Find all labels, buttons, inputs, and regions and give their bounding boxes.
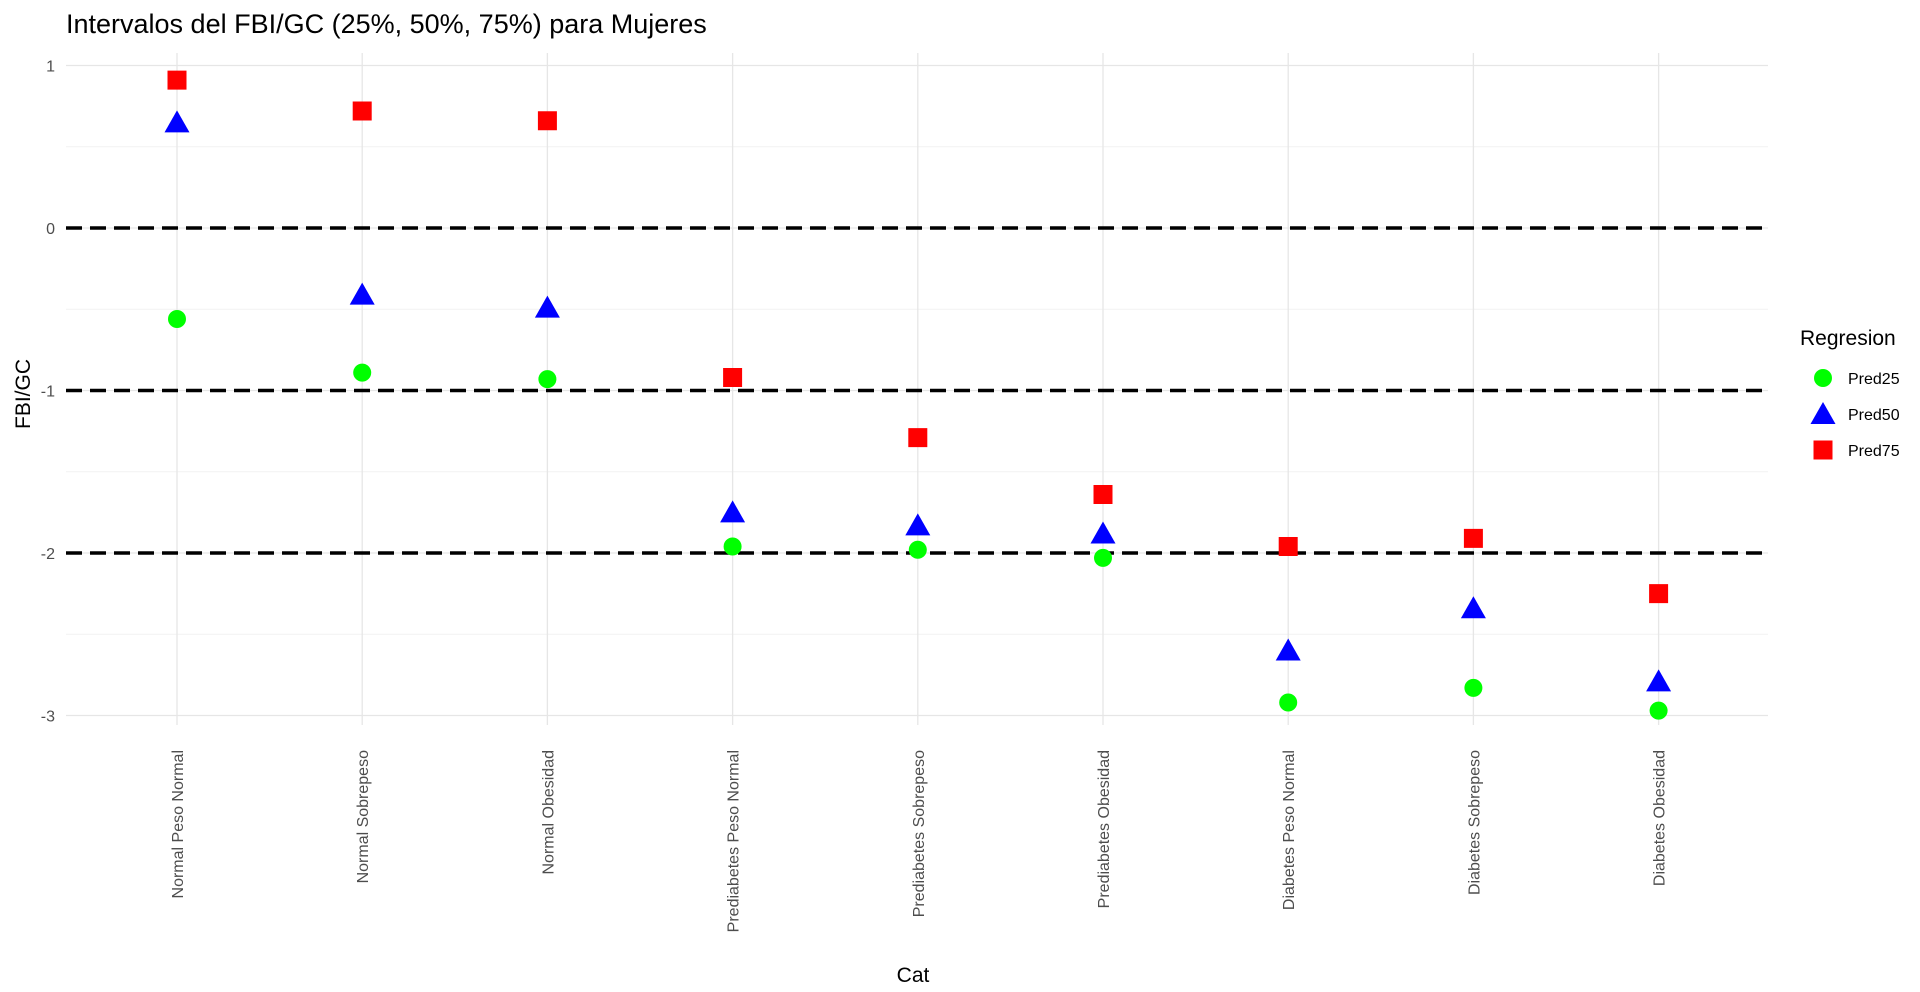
legend: Regresion Pred25 Pred50 Pred75 bbox=[1800, 327, 1900, 460]
x-axis-ticks: Normal Peso Normal Normal Sobrepeso Normal… bbox=[170, 750, 1669, 932]
x-tick-label: Diabetes Sobrepeso bbox=[1466, 750, 1483, 895]
legend-key-pred25 bbox=[1814, 369, 1832, 387]
legend-label-pred25: Pred25 bbox=[1848, 371, 1900, 388]
point-pred50 bbox=[164, 110, 190, 133]
point-pred75 bbox=[908, 428, 928, 448]
point-pred50 bbox=[349, 282, 375, 305]
y-tick-label: -3 bbox=[41, 709, 55, 726]
point-pred75 bbox=[1278, 537, 1298, 556]
y-axis-ticks: 1 0 -1 -2 -3 bbox=[41, 59, 55, 726]
point-pred50 bbox=[720, 500, 746, 523]
legend-key-pred75 bbox=[1813, 440, 1833, 460]
x-tick-label: Normal Obesidad bbox=[540, 750, 557, 875]
x-tick-label: Diabetes Obesidad bbox=[1652, 750, 1669, 886]
point-pred25 bbox=[1464, 678, 1483, 697]
y-tick-label: -1 bbox=[41, 384, 55, 401]
point-pred75 bbox=[1093, 485, 1113, 504]
legend-label-pred50: Pred50 bbox=[1848, 407, 1900, 424]
reference-lines bbox=[66, 226, 1768, 555]
x-axis-title: Cat bbox=[897, 964, 930, 987]
point-pred25 bbox=[1279, 693, 1298, 712]
point-pred25 bbox=[1649, 701, 1668, 720]
x-tick-label: Normal Peso Normal bbox=[170, 750, 187, 898]
chart-title: Intervalos del FBI/GC (25%, 50%, 75%) pa… bbox=[66, 9, 707, 39]
y-tick-label: 0 bbox=[46, 221, 55, 238]
x-tick-label: Diabetes Peso Normal bbox=[1281, 750, 1298, 910]
y-tick-label: 1 bbox=[46, 59, 55, 76]
point-pred75 bbox=[167, 70, 187, 90]
legend-label-pred75: Pred75 bbox=[1848, 443, 1900, 460]
point-pred50 bbox=[1275, 638, 1301, 661]
point-pred25 bbox=[908, 540, 927, 559]
point-pred25 bbox=[538, 370, 557, 389]
point-pred50 bbox=[905, 513, 931, 536]
x-tick-label: Prediabetes Obesidad bbox=[1096, 750, 1113, 908]
point-pred50 bbox=[1460, 596, 1486, 619]
point-pred75 bbox=[352, 101, 372, 121]
point-pred25 bbox=[168, 310, 186, 328]
point-pred50 bbox=[1090, 521, 1116, 544]
point-pred75 bbox=[1649, 584, 1669, 604]
point-pred25 bbox=[1094, 548, 1112, 567]
point-pred50 bbox=[1646, 669, 1672, 692]
x-tick-label: Normal Sobrepeso bbox=[355, 750, 372, 884]
x-tick-label: Prediabetes Sobrepeso bbox=[911, 750, 928, 917]
point-pred25 bbox=[723, 537, 742, 556]
point-pred75 bbox=[537, 111, 557, 131]
legend-key-pred50 bbox=[1810, 402, 1836, 424]
point-pred75 bbox=[1463, 528, 1483, 548]
legend-title: Regresion bbox=[1800, 327, 1896, 350]
x-tick-label: Prediabetes Peso Normal bbox=[726, 750, 743, 932]
y-tick-label: -2 bbox=[41, 546, 55, 563]
point-pred50 bbox=[534, 295, 560, 318]
point-pred25 bbox=[353, 363, 372, 382]
y-axis-title: FBI/GC bbox=[12, 359, 35, 429]
data-points bbox=[164, 70, 1672, 720]
point-pred75 bbox=[723, 368, 743, 387]
